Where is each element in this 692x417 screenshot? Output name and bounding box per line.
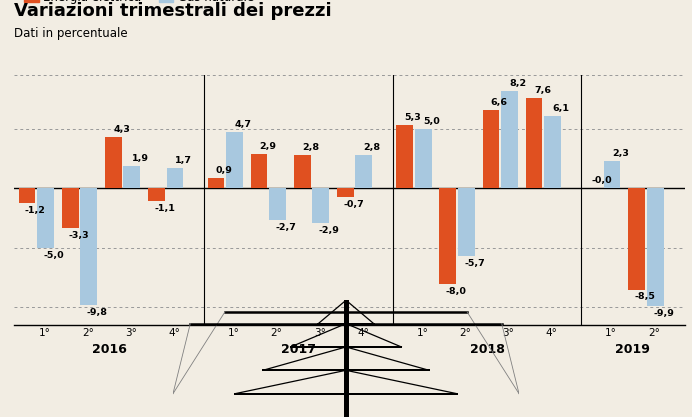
- Text: -3,3: -3,3: [69, 231, 89, 239]
- Bar: [62, 188, 79, 228]
- Bar: [356, 155, 372, 188]
- Bar: [19, 188, 35, 203]
- Text: 1,9: 1,9: [131, 153, 149, 163]
- Text: -2,9: -2,9: [318, 226, 340, 235]
- Bar: [501, 90, 518, 188]
- Text: 2016: 2016: [92, 343, 127, 356]
- Text: 7,6: 7,6: [534, 86, 551, 95]
- Bar: [123, 166, 140, 188]
- Text: 2018: 2018: [470, 343, 504, 356]
- Text: 8,2: 8,2: [509, 78, 527, 88]
- Bar: [628, 188, 645, 289]
- Text: -0,0: -0,0: [592, 176, 612, 185]
- Bar: [148, 188, 165, 201]
- Text: -5,7: -5,7: [464, 259, 485, 268]
- Bar: [269, 188, 286, 221]
- Text: ▼: ▼: [0, 416, 1, 417]
- Text: 4,3: 4,3: [113, 125, 130, 134]
- Text: 2019: 2019: [615, 343, 650, 356]
- Bar: [167, 168, 183, 188]
- Bar: [603, 161, 620, 188]
- Text: 1,7: 1,7: [175, 156, 192, 165]
- Bar: [439, 188, 456, 284]
- Text: 2,8: 2,8: [302, 143, 319, 152]
- Bar: [226, 132, 243, 188]
- Text: 2,3: 2,3: [612, 149, 629, 158]
- Text: 2,8: 2,8: [363, 143, 381, 152]
- Bar: [251, 154, 267, 188]
- Text: -8,0: -8,0: [446, 286, 466, 296]
- Bar: [208, 178, 224, 188]
- Bar: [37, 188, 54, 248]
- Text: 6,1: 6,1: [552, 103, 570, 113]
- Text: -9,9: -9,9: [653, 309, 674, 318]
- Text: -1,2: -1,2: [25, 206, 46, 214]
- Text: 5,3: 5,3: [405, 113, 421, 122]
- Bar: [312, 188, 329, 223]
- Bar: [482, 110, 500, 188]
- Text: Variazioni trimestrali dei prezzi: Variazioni trimestrali dei prezzi: [14, 2, 331, 20]
- Bar: [294, 155, 311, 188]
- Text: -9,8: -9,8: [86, 308, 107, 317]
- Text: -1,1: -1,1: [154, 204, 175, 214]
- Text: -2,7: -2,7: [275, 224, 296, 232]
- Text: 6,6: 6,6: [491, 98, 508, 107]
- Text: -8,5: -8,5: [635, 292, 655, 301]
- Bar: [397, 125, 413, 188]
- Bar: [526, 98, 543, 188]
- Bar: [415, 129, 432, 188]
- Bar: [647, 188, 664, 306]
- Bar: [80, 188, 97, 305]
- Bar: [105, 137, 122, 188]
- Bar: [544, 116, 561, 188]
- Text: 5,0: 5,0: [424, 117, 440, 126]
- Text: -0,7: -0,7: [343, 200, 364, 208]
- Bar: [337, 188, 354, 196]
- Text: 2,9: 2,9: [259, 142, 276, 151]
- Text: ▼: ▼: [0, 416, 1, 417]
- Text: 2017: 2017: [281, 343, 316, 356]
- Text: -5,0: -5,0: [44, 251, 64, 260]
- Text: 4,7: 4,7: [234, 120, 251, 129]
- Text: 0,9: 0,9: [216, 166, 233, 175]
- Legend: Energia elettrica, Gas naturale: Energia elettrica, Gas naturale: [20, 0, 259, 8]
- Text: Dati in percentuale: Dati in percentuale: [14, 27, 127, 40]
- Text: ▼: ▼: [0, 416, 1, 417]
- Bar: [458, 188, 475, 256]
